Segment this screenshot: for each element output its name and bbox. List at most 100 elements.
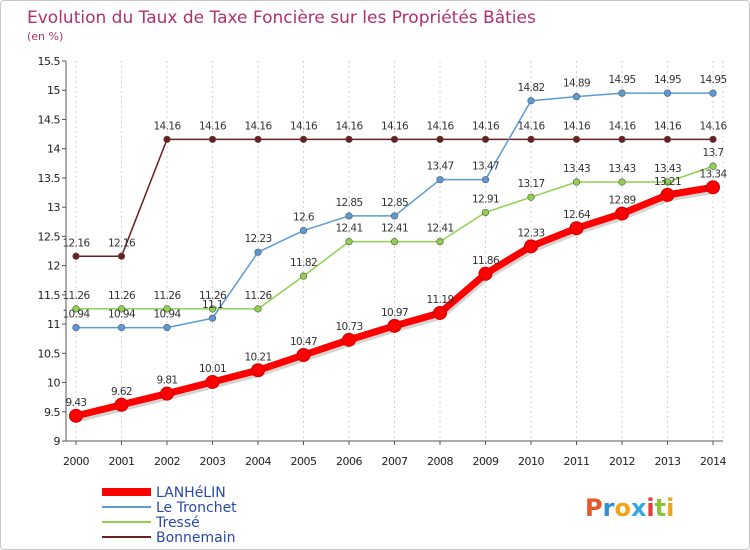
data-label-lanh-lin: 9.81 [157,375,178,387]
data-label-bonnemain: 14.16 [244,120,272,132]
data-label-bonnemain: 14.16 [199,120,227,132]
data-label-tress-: 13.43 [608,163,635,175]
data-point-bonnemain [345,135,353,143]
data-label-lanh-lin: 13.34 [699,168,727,180]
axes: 9 9.5 10 10.5 11 11.5 12 12.5 13 13.5 14 14.5 15 15.5… [38,55,727,468]
data-point-tress- [709,162,717,170]
data-point-lanh-lin [251,363,265,378]
chart-title: Evolution du Taux de Taxe Foncière sur l… [27,8,536,28]
data-label-tress-: 13.43 [654,163,681,175]
data-label-le-tronchet: 11.1 [202,299,223,311]
data-point-le-tronchet [436,176,444,184]
series [69,89,720,423]
y-tick-label: 12.5 [38,230,61,243]
x-tick-label: 2007 [382,455,408,468]
data-label-tress-: 12.41 [335,223,362,235]
data-point-lanh-lin [478,266,493,281]
data-label-bonnemain: 14.16 [654,120,682,132]
data-point-le-tronchet [345,212,353,220]
data-point-le-tronchet [663,89,672,97]
data-point-lanh-lin [524,239,538,254]
y-tick-label: 9.5 [44,406,60,419]
data-label-lanh-lin: 9.43 [66,397,87,409]
data-label-le-tronchet: 14.82 [517,82,544,94]
data-point-bonnemain [72,252,80,260]
data-label-le-tronchet: 10.94 [108,309,136,321]
data-point-tress- [527,193,535,201]
data-label-tress-: 11.82 [290,257,317,269]
data-label-tress-: 12.41 [381,223,408,235]
x-tick-label: 2003 [200,455,226,468]
data-label-tress-: 12.91 [472,193,499,205]
legend-label-tress-: Tressé [155,515,200,531]
data-label-lanh-lin: 12.64 [563,209,591,221]
data-label-bonnemain: 14.16 [335,120,363,132]
data-label-le-tronchet: 14.95 [699,74,726,86]
x-tick-label: 2014 [700,455,726,468]
data-point-bonnemain [299,135,308,143]
data-point-tress- [72,305,80,313]
data-label-bonnemain: 12.16 [62,237,90,249]
data-label-lanh-lin: 10.97 [381,307,408,319]
data-label-lanh-lin: 10.21 [244,351,271,363]
data-label-lanh-lin: 10.47 [290,336,317,348]
y-tick-label: 14.5 [38,113,61,126]
data-point-le-tronchet [163,323,171,332]
data-label-lanh-lin: 11.86 [472,255,500,267]
y-tick-label: 13.5 [38,172,61,185]
data-point-tress- [618,178,626,186]
data-point-bonnemain [527,135,535,143]
data-label-lanh-lin: 9.62 [111,386,132,398]
data-label-le-tronchet: 13.47 [426,161,453,173]
data-point-bonnemain [481,135,490,143]
data-label-lanh-lin: 13.21 [654,176,681,188]
x-tick-label: 2001 [109,455,135,468]
legend-label-bonnemain: Bonnemain [156,530,236,546]
legend-label-lanh-lin: LANHéLIN [156,485,226,501]
logo-letter: r [603,494,615,522]
x-tick-label: 2009 [473,455,499,468]
x-tick-label: 2004 [245,455,271,468]
x-tick-label: 2013 [655,455,681,468]
data-label-le-tronchet: 12.85 [381,197,408,209]
data-label-le-tronchet: 14.89 [563,78,590,90]
x-tick-label: 2010 [518,455,544,468]
data-point-tress- [163,305,171,313]
data-label-le-tronchet: 13.47 [472,161,499,173]
data-label-tress-: 11.26 [244,290,272,302]
y-tick-label: 15.5 [38,55,61,68]
data-point-lanh-lin [569,221,584,236]
data-point-bonnemain [254,135,262,143]
data-point-tress- [117,305,126,313]
data-point-tress- [663,178,672,186]
data-label-tress-: 11.26 [153,290,181,302]
logo-letter: x [631,494,647,522]
data-point-bonnemain [163,135,171,143]
data-point-tress- [390,238,399,246]
y-tick-label: 14 [47,143,60,156]
x-tick-label: 2012 [609,455,635,468]
logo-letter: P [585,494,603,522]
data-point-lanh-lin [205,374,220,389]
data-point-lanh-lin [114,397,129,412]
data-point-lanh-lin [342,332,356,347]
data-point-tress- [572,178,581,186]
y-tick-label: 10.5 [38,347,61,360]
data-label-tress-: 11.26 [199,290,227,302]
data-point-bonnemain [208,135,217,143]
data-label-bonnemain: 12.16 [108,237,136,249]
data-point-le-tronchet [254,248,262,256]
data-point-le-tronchet [72,323,80,332]
data-label-lanh-lin: 11.19 [426,294,453,306]
x-tick-label: 2002 [154,455,180,468]
data-point-bonnemain [436,135,444,143]
grid [75,61,724,441]
data-label-le-tronchet: 10.94 [153,309,181,321]
logo-letter: o [614,494,631,522]
data-point-bonnemain [390,135,399,143]
y-tick-label: 12 [47,260,60,273]
x-tick-label: 2011 [564,455,590,468]
data-point-le-tronchet [572,93,581,101]
y-tick-label: 11.5 [38,289,61,302]
